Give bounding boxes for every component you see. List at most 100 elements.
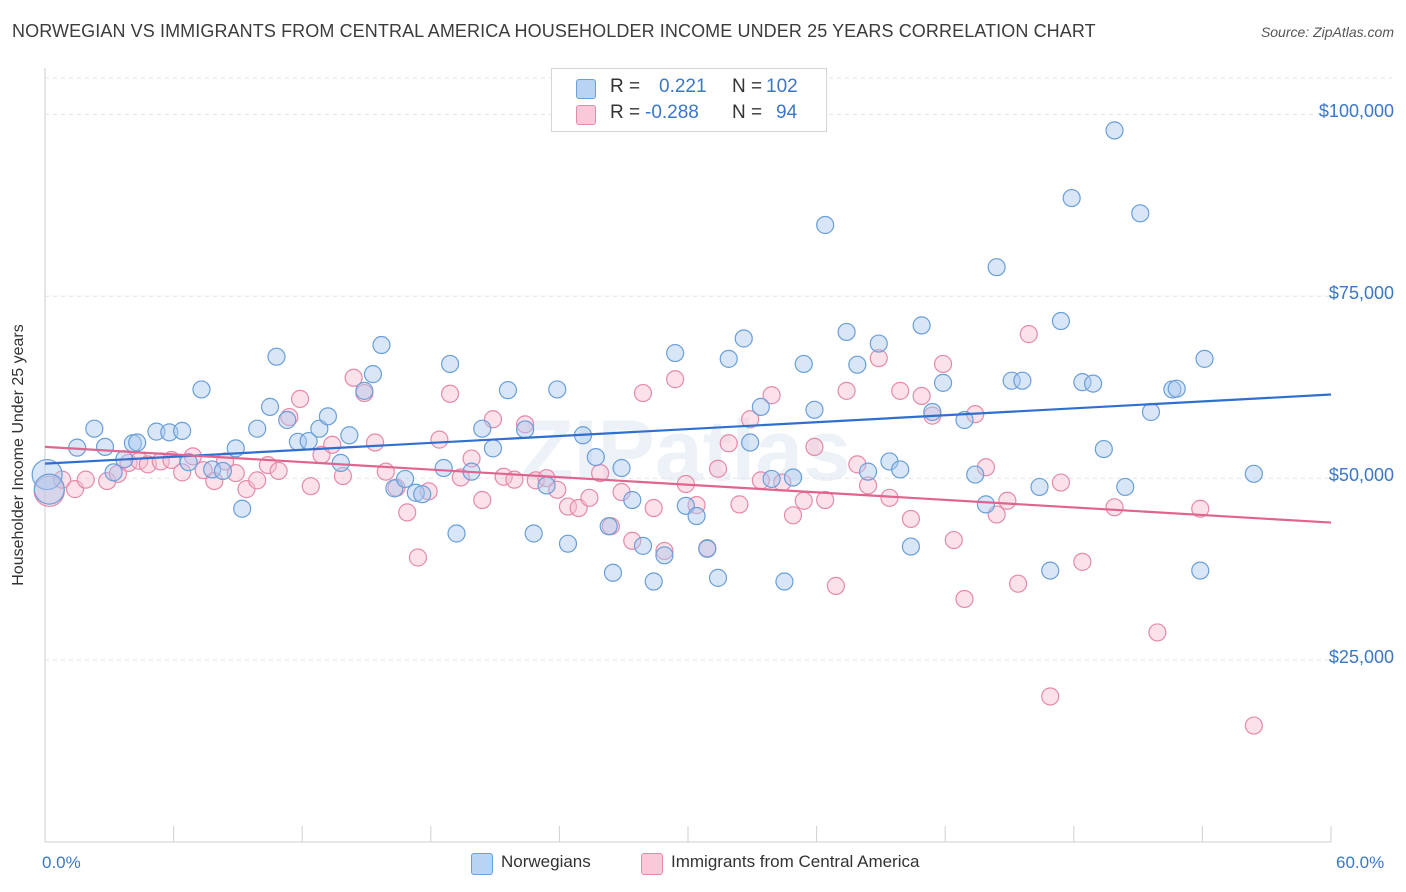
point-norwegians — [741, 433, 760, 452]
point-immigrants — [805, 437, 824, 457]
point-immigrants — [730, 495, 749, 514]
point-immigrants — [173, 463, 192, 482]
legend-swatch-immigrants — [641, 853, 663, 875]
point-immigrants — [901, 509, 921, 529]
point-immigrants — [1148, 623, 1167, 642]
stats-legend: R = 0.221 N = 102 R = -0.288 N = 94 — [551, 68, 827, 132]
point-norwegians — [173, 421, 192, 440]
point-immigrants — [516, 415, 535, 434]
point-norwegians — [85, 419, 104, 438]
point-norwegians — [267, 347, 286, 366]
point-immigrants — [548, 480, 567, 499]
point-norwegians — [1062, 188, 1081, 208]
point-norwegians — [612, 458, 631, 478]
watermark: ZIPatlas — [521, 403, 851, 499]
trend-line-norwegians — [44, 393, 1332, 465]
point-norwegians — [805, 400, 824, 419]
point-immigrants — [944, 530, 963, 550]
point-norwegians — [33, 473, 65, 505]
point-norwegians — [912, 316, 931, 335]
point-norwegians — [1116, 477, 1135, 497]
point-norwegians — [599, 517, 618, 536]
chart-title: NORWEGIAN VS IMMIGRANTS FROM CENTRAL AME… — [12, 21, 1096, 41]
legend-n-value: 94 — [776, 102, 798, 123]
point-norwegians — [537, 476, 556, 495]
point-norwegians — [363, 365, 383, 384]
point-immigrants — [408, 548, 428, 567]
legend-swatch-norwegians — [576, 79, 596, 99]
point-immigrants — [794, 491, 813, 510]
point-norwegians — [858, 462, 878, 481]
legend-r-value: -0.288 — [645, 102, 699, 123]
point-norwegians — [548, 380, 567, 399]
legend-r-label: R = — [610, 76, 641, 97]
point-norwegians — [794, 354, 813, 374]
point-norwegians — [1141, 402, 1161, 422]
legend-label-norwegians: Norwegians — [501, 852, 591, 871]
point-norwegians — [837, 322, 856, 342]
point-immigrants — [430, 430, 449, 449]
point-norwegians — [869, 334, 888, 353]
point-immigrants — [783, 506, 803, 525]
point-norwegians — [1105, 121, 1124, 140]
point-norwegians — [655, 546, 674, 565]
point-immigrants — [623, 531, 642, 550]
point-norwegians — [179, 453, 198, 472]
legend-r-value: 0.221 — [659, 76, 707, 97]
x-tick-label-min: 0.0% — [42, 853, 81, 872]
point-immigrants — [741, 410, 760, 429]
point-immigrants — [644, 498, 663, 518]
trend-line-immigrants — [44, 445, 1332, 524]
trend-lines — [44, 393, 1332, 524]
point-immigrants — [494, 467, 513, 486]
point-norwegians — [603, 563, 623, 582]
point-immigrants — [440, 384, 460, 403]
point-immigrants — [344, 368, 363, 387]
point-norwegians — [623, 490, 642, 510]
point-immigrants — [398, 503, 417, 522]
point-norwegians — [1030, 477, 1049, 497]
point-immigrants — [580, 488, 599, 507]
point-immigrants — [451, 468, 470, 487]
point-norwegians — [1002, 371, 1021, 390]
point-norwegians — [395, 469, 415, 489]
point-immigrants — [933, 354, 953, 374]
point-norwegians — [955, 410, 974, 430]
point-norwegians — [891, 460, 910, 479]
point-norwegians — [413, 485, 432, 504]
point-norwegians — [1191, 561, 1210, 580]
point-norwegians — [516, 420, 535, 439]
point-immigrants — [633, 383, 653, 403]
point-immigrants — [1008, 574, 1028, 593]
point-norwegians — [1244, 464, 1263, 483]
point-norwegians — [406, 483, 425, 502]
point-norwegians — [318, 407, 338, 426]
point-norwegians — [1131, 204, 1150, 223]
point-norwegians — [762, 469, 781, 489]
point-norwegians — [719, 349, 738, 368]
point-norwegians — [644, 572, 663, 591]
point-norwegians — [901, 537, 921, 556]
point-norwegians — [1013, 371, 1032, 390]
chart-source: Source: ZipAtlas.com — [1260, 24, 1394, 40]
point-norwegians — [498, 381, 518, 400]
point-norwegians — [734, 329, 753, 348]
point-immigrants — [837, 381, 856, 400]
point-immigrants — [848, 455, 867, 474]
point-norwegians — [213, 461, 232, 481]
point-norwegians — [310, 419, 329, 438]
point-norwegians — [104, 463, 123, 482]
point-norwegians — [128, 433, 147, 452]
point-norwegians — [558, 534, 578, 553]
point-immigrants — [1191, 499, 1210, 518]
point-immigrants — [869, 349, 888, 368]
point-norwegians — [666, 343, 685, 363]
point-norwegians — [708, 568, 728, 587]
legend-n-label: N = — [732, 102, 763, 123]
point-norwegians — [1041, 561, 1060, 580]
point-norwegians — [473, 419, 492, 438]
point-norwegians — [248, 419, 267, 438]
point-norwegians — [355, 381, 374, 400]
point-immigrants — [998, 491, 1017, 510]
